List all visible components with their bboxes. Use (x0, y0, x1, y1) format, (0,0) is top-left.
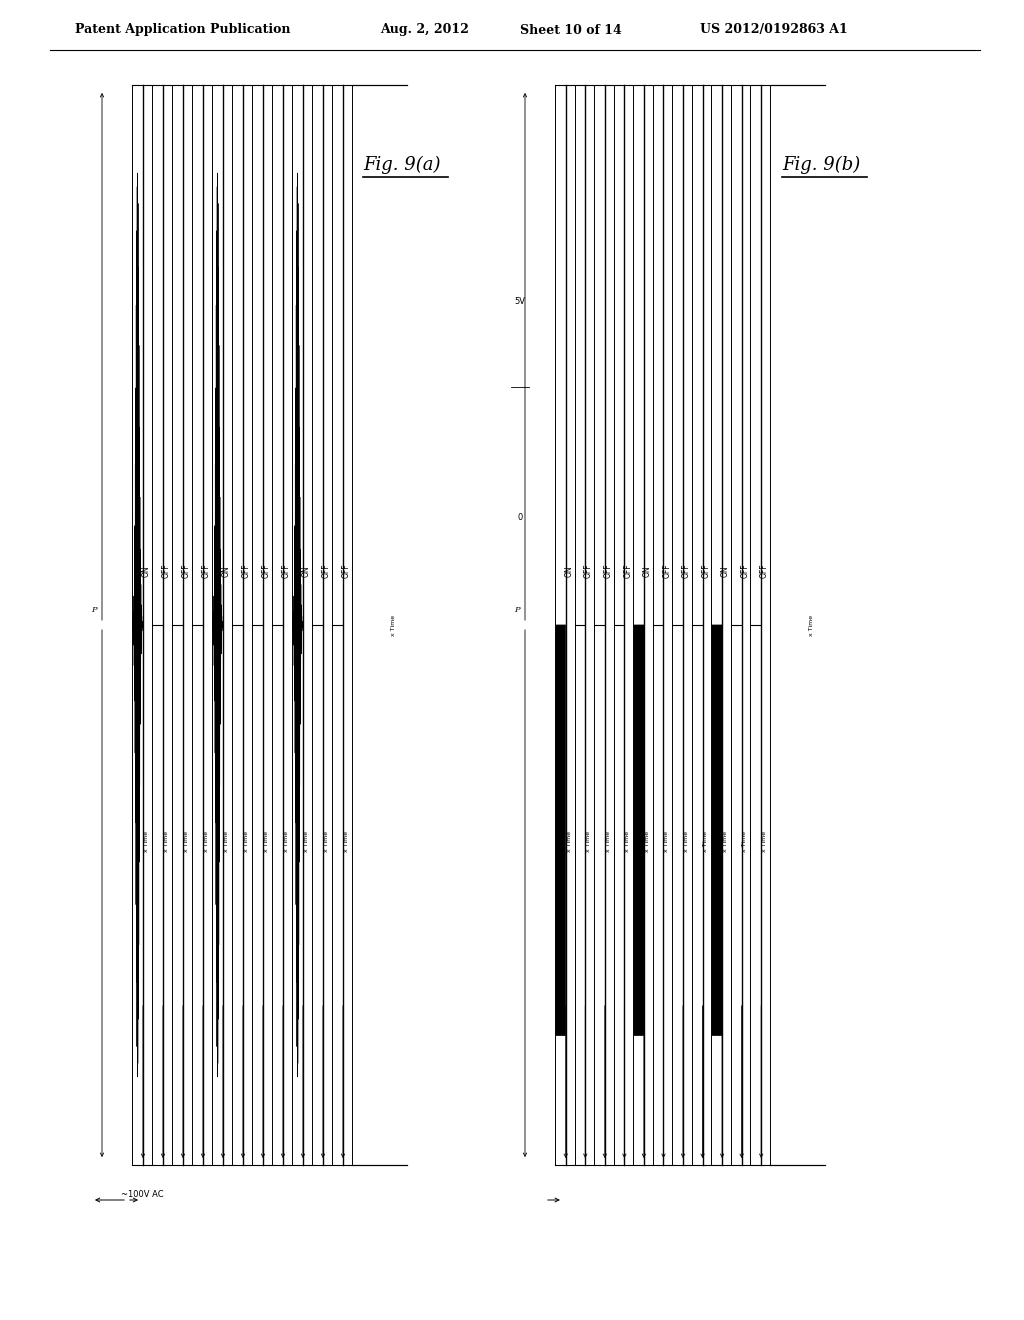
Text: P: P (514, 606, 520, 614)
Text: x Time: x Time (684, 830, 689, 851)
Text: x Time: x Time (645, 830, 650, 851)
Text: OFF: OFF (162, 564, 171, 578)
Text: x Time: x Time (264, 830, 269, 851)
Text: Patent Application Publication: Patent Application Publication (75, 24, 291, 37)
Text: x Time: x Time (244, 830, 249, 851)
Text: P: P (91, 606, 97, 614)
Text: ON: ON (721, 565, 730, 577)
Text: ON: ON (564, 565, 573, 577)
Text: ON: ON (142, 565, 151, 577)
Text: OFF: OFF (202, 564, 211, 578)
Text: x Time: x Time (204, 830, 209, 851)
Text: x Time: x Time (304, 830, 309, 851)
Text: x Time: x Time (762, 830, 767, 851)
Text: x Time: x Time (586, 830, 591, 851)
Text: Sheet 10 of 14: Sheet 10 of 14 (520, 24, 622, 37)
Text: x Time: x Time (324, 830, 329, 851)
Text: OFF: OFF (182, 564, 190, 578)
Text: OFF: OFF (760, 564, 769, 578)
Text: OFF: OFF (262, 564, 271, 578)
Text: Aug. 2, 2012: Aug. 2, 2012 (380, 24, 469, 37)
Text: x Time: x Time (284, 830, 289, 851)
Text: x Time: x Time (665, 830, 670, 851)
Text: OFF: OFF (663, 564, 672, 578)
Text: OFF: OFF (282, 564, 291, 578)
Text: OFF: OFF (740, 564, 750, 578)
Text: x Time: x Time (344, 830, 349, 851)
Text: OFF: OFF (604, 564, 612, 578)
Text: x Time: x Time (391, 614, 395, 635)
Text: 0: 0 (517, 512, 522, 521)
Text: x Time: x Time (626, 830, 630, 851)
Text: x Time: x Time (723, 830, 728, 851)
Text: x Time: x Time (164, 830, 169, 851)
Text: x Time: x Time (224, 830, 229, 851)
Text: ~100V AC: ~100V AC (121, 1191, 163, 1199)
Text: ON: ON (302, 565, 311, 577)
Text: OFF: OFF (342, 564, 351, 578)
Text: x Time: x Time (809, 614, 814, 635)
Text: OFF: OFF (624, 564, 632, 578)
Text: 5V: 5V (514, 297, 525, 305)
Text: Fig. 9(b): Fig. 9(b) (782, 156, 860, 174)
Text: OFF: OFF (701, 564, 711, 578)
Text: OFF: OFF (682, 564, 691, 578)
Text: x Time: x Time (605, 830, 610, 851)
Text: x Time: x Time (742, 830, 748, 851)
Text: OFF: OFF (242, 564, 251, 578)
Text: US 2012/0192863 A1: US 2012/0192863 A1 (700, 24, 848, 37)
Text: x Time: x Time (184, 830, 188, 851)
Text: x Time: x Time (703, 830, 709, 851)
Text: x Time: x Time (566, 830, 571, 851)
Text: OFF: OFF (322, 564, 331, 578)
Text: ON: ON (643, 565, 651, 577)
Text: Fig. 9(a): Fig. 9(a) (362, 156, 440, 174)
Text: ON: ON (222, 565, 230, 577)
Text: OFF: OFF (584, 564, 593, 578)
Text: x Time: x Time (144, 830, 148, 851)
